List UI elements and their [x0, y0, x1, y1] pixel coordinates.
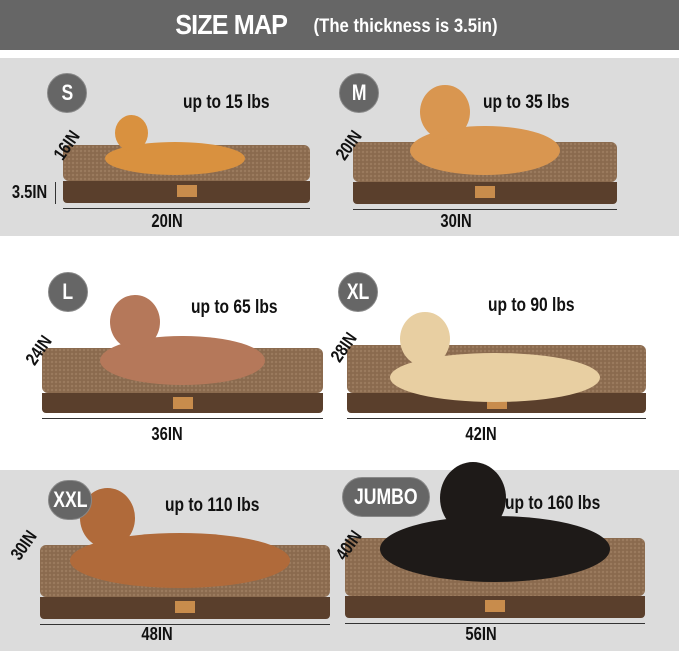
- weight-label: up to 35 lbs: [483, 92, 570, 113]
- size-badge: L: [48, 272, 88, 312]
- bed-tag: [175, 601, 195, 613]
- width-line: [353, 209, 617, 210]
- bed-tag: [475, 186, 495, 198]
- width-line: [42, 418, 323, 419]
- width-line: [347, 418, 646, 419]
- width-line: [345, 623, 645, 624]
- weight-label: up to 15 lbs: [183, 92, 270, 113]
- dog-image: [380, 516, 610, 582]
- bed-tag: [172, 397, 193, 409]
- width-line: [40, 624, 330, 625]
- bed-tag: [176, 185, 197, 197]
- size-badge: XL: [338, 272, 378, 312]
- weight-label: up to 90 lbs: [488, 295, 575, 316]
- width-label: 42IN: [465, 424, 497, 444]
- width-label: 56IN: [465, 624, 497, 644]
- thickness-line: [55, 182, 56, 204]
- header: SIZE MAP (The thickness is 3.5in): [0, 0, 679, 50]
- width-label: 20IN: [151, 211, 183, 231]
- bed-tag: [485, 600, 505, 612]
- size-badge: S: [47, 73, 87, 113]
- dog-head: [110, 295, 160, 349]
- thickness-label: 3.5IN: [11, 182, 48, 202]
- dog-head: [400, 312, 450, 366]
- subtitle: (The thickness is 3.5in): [313, 16, 498, 37]
- size-badge: M: [339, 73, 379, 113]
- width-line: [63, 208, 310, 209]
- dog-head: [420, 85, 470, 139]
- width-label: 36IN: [151, 424, 183, 444]
- width-label: 48IN: [141, 624, 173, 644]
- width-label: 30IN: [440, 211, 472, 231]
- weight-label: up to 160 lbs: [505, 493, 601, 514]
- size-badge: XXL: [48, 480, 92, 520]
- weight-label: up to 110 lbs: [165, 495, 260, 516]
- size-badge: JUMBO: [342, 477, 430, 517]
- dog-head: [115, 115, 148, 151]
- weight-label: up to 65 lbs: [191, 297, 278, 318]
- dog-head: [440, 462, 506, 534]
- title: SIZE MAP: [175, 9, 288, 40]
